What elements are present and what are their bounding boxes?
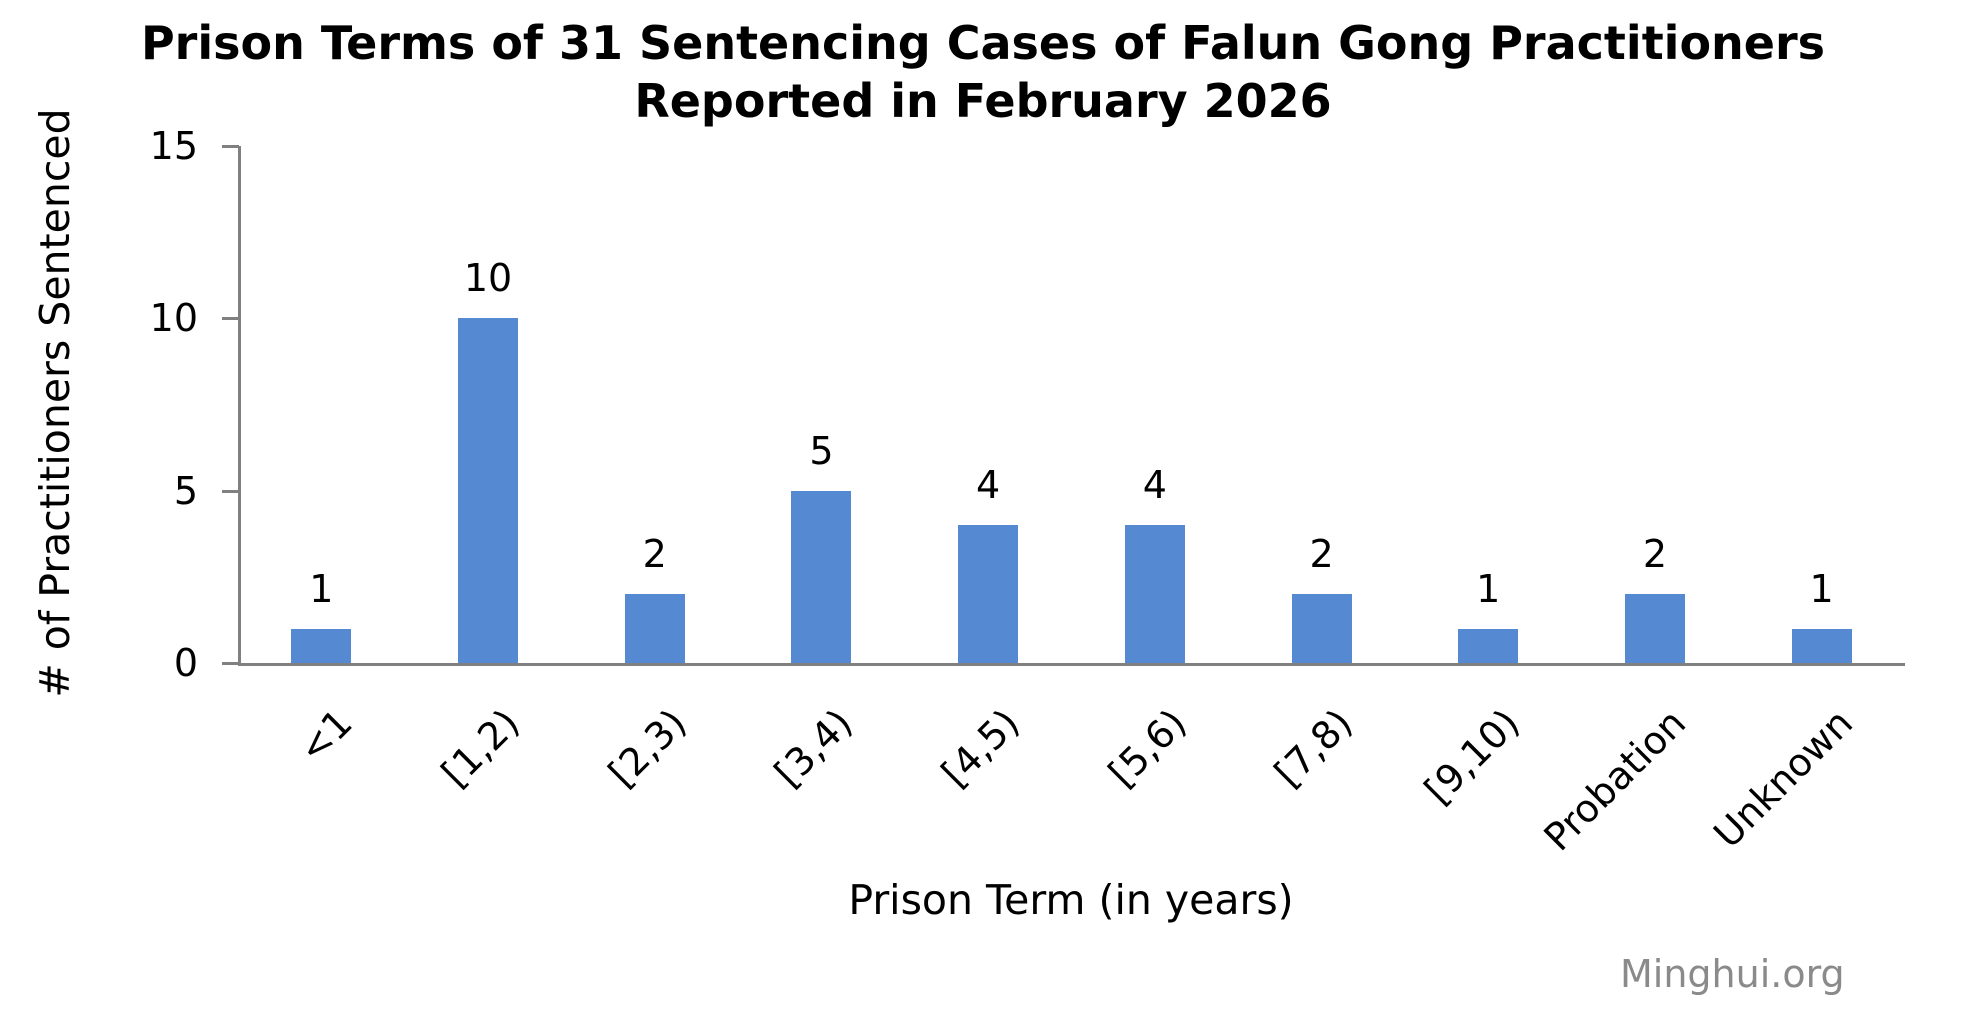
y-axis-title: # of Practitioners Sentenced [31,108,79,698]
y-tick-mark [222,489,239,493]
bar-value-label: 2 [1642,532,1668,577]
y-tick-mark [222,145,239,148]
x-tick-label: [5,6) [1099,700,1195,796]
bar [958,525,1019,663]
bar-value-label: 4 [1142,463,1167,508]
bar [1624,594,1685,663]
bar [458,318,519,663]
x-tick-label: <1 [290,700,362,772]
bar-value-label: 1 [1476,566,1501,611]
bar-value-label: 10 [463,256,513,301]
x-tick-label: [2,3) [599,700,695,796]
y-tick-label: 15 [149,124,198,168]
bar [291,628,352,663]
x-axis-line [238,663,1905,666]
chart-title-line1: Prison Terms of 31 Sentencing Cases of F… [140,16,1826,70]
x-tick-label: Probation [1535,700,1695,860]
x-tick-label: [7,8) [1266,700,1362,796]
bar-value-label: 4 [976,463,1001,508]
x-axis-title: Prison Term (in years) [848,876,1294,924]
x-tick-label: Unknown [1705,700,1862,857]
bar-value-label: 1 [1809,566,1834,611]
y-tick-label: 0 [173,641,198,685]
bar [624,594,685,663]
bar [791,490,852,663]
bar-value-label: 2 [1309,532,1334,577]
chart-title: Prison Terms of 31 Sentencing Cases of F… [0,14,1966,130]
bar-value-label: 5 [809,428,834,473]
y-tick-label: 10 [149,296,198,341]
y-axis-line [238,146,241,666]
x-tick-label: [3,4) [766,700,862,796]
y-tick-label: 5 [173,468,198,513]
x-tick-label: [4,5) [933,700,1028,796]
y-tick-mark [222,662,239,665]
watermark: Minghui.org [1620,952,1845,996]
bar [1291,594,1352,663]
y-tick-mark [222,317,239,321]
bar-value-label: 2 [642,532,667,577]
bar [1791,628,1852,663]
chart-title-line2: Reported in February 2026 [634,74,1332,128]
bar [1458,628,1519,663]
bar [1124,525,1185,663]
bar-value-label: 1 [309,566,334,611]
x-tick-label: [1,2) [432,700,528,796]
x-tick-label: [9,10) [1416,700,1528,813]
